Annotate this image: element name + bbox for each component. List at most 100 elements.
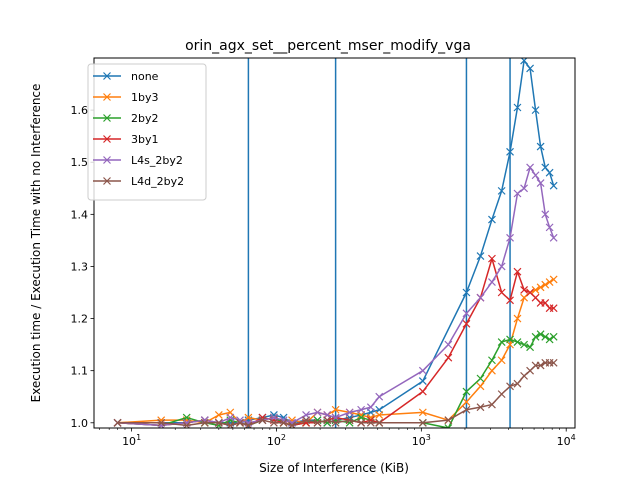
legend-marker <box>103 72 111 80</box>
data-point <box>549 358 558 367</box>
data-point <box>506 335 514 344</box>
legend-marker <box>103 156 111 164</box>
legend-label: 1by3 <box>131 91 159 104</box>
data-point <box>513 314 522 323</box>
legend-item-L4s_2by2: L4s_2by2 <box>93 154 183 167</box>
data-point <box>331 418 340 427</box>
data-point <box>345 408 354 417</box>
data-point <box>476 252 485 260</box>
data-point <box>418 377 427 386</box>
legend-item-none: none <box>93 70 159 83</box>
data-point <box>497 262 506 271</box>
data-point <box>520 184 529 193</box>
y-axis-ticks: 1.0 1.1 1.2 1.3 1.4 1.5 1.6 <box>71 104 94 430</box>
data-point <box>323 416 332 425</box>
data-point <box>536 361 545 370</box>
data-point <box>444 424 453 428</box>
data-point <box>345 416 354 425</box>
data-point <box>157 418 166 427</box>
data-point <box>331 405 340 414</box>
data-point <box>536 283 545 292</box>
data-point <box>541 163 550 172</box>
data-point <box>549 332 558 341</box>
y-tick-label: 1.0 <box>71 417 89 430</box>
data-point <box>462 405 471 414</box>
data-point <box>226 413 235 422</box>
data-point <box>513 379 522 388</box>
data-point <box>488 366 496 375</box>
series-L4d_2by2 <box>113 358 558 428</box>
data-point <box>357 418 366 427</box>
legend-label: none <box>131 70 159 83</box>
data-point <box>497 338 506 346</box>
data-point <box>214 418 223 427</box>
data-point <box>375 418 384 427</box>
data-point <box>549 181 558 190</box>
chart-title: orin_agx_set__percent_mser_modify_vga <box>185 38 471 54</box>
data-point <box>531 106 540 115</box>
data-point <box>366 403 375 412</box>
data-point <box>506 382 514 391</box>
x-axis-label: Size of Interference (KiB) <box>259 461 409 475</box>
data-point <box>506 233 514 242</box>
data-point <box>488 356 496 365</box>
data-point <box>488 400 496 409</box>
y-tick-label: 1.3 <box>71 260 89 273</box>
legend-label: 2by2 <box>131 112 159 125</box>
legend-box <box>87 63 207 201</box>
legend: none 1by3 2by2 3by1 L4s_2by2 L4d_2by2 <box>87 63 207 201</box>
data-point <box>513 267 522 276</box>
data-point <box>444 353 453 362</box>
legend-item-3by1: 3by1 <box>93 133 159 146</box>
data-point <box>476 382 485 391</box>
y-tick-label: 1.1 <box>71 365 89 378</box>
data-point <box>476 374 485 383</box>
data-point <box>279 418 288 427</box>
legend-item-1by3: 1by3 <box>93 91 159 104</box>
data-point <box>526 163 535 172</box>
data-point <box>476 293 485 302</box>
data-point <box>545 335 554 344</box>
data-point <box>418 366 427 375</box>
data-point <box>497 288 506 297</box>
data-point <box>545 278 554 287</box>
data-point <box>200 418 209 427</box>
data-point <box>375 392 384 401</box>
data-point <box>541 299 550 307</box>
data-point <box>513 103 522 112</box>
data-point <box>497 356 506 365</box>
legend-marker <box>103 93 111 101</box>
legend-label: 3by1 <box>131 133 159 146</box>
data-point <box>476 403 485 412</box>
data-point <box>462 387 471 396</box>
series-layer <box>113 58 558 428</box>
data-point <box>549 275 558 284</box>
data-point <box>488 254 496 263</box>
y-axis-label: Execution time / Execution Time with no … <box>29 84 43 403</box>
legend-label: L4d_2by2 <box>131 175 184 188</box>
legend-marker <box>103 135 111 143</box>
plot-frame <box>93 57 576 429</box>
data-point <box>418 387 427 396</box>
data-point <box>549 233 558 242</box>
data-point <box>418 408 427 417</box>
data-point <box>497 186 506 195</box>
data-point <box>520 285 529 294</box>
data-point <box>269 418 278 427</box>
data-point <box>536 179 545 187</box>
data-point <box>236 418 244 427</box>
data-point <box>536 142 545 151</box>
data-point <box>506 296 514 305</box>
vertical-reference-lines <box>247 58 511 428</box>
legend-marker <box>103 114 111 122</box>
data-point <box>357 405 366 414</box>
data-point <box>513 189 522 198</box>
y-tick-label: 1.2 <box>71 313 89 326</box>
data-point <box>536 330 545 339</box>
data-point <box>545 168 554 177</box>
data-point <box>545 223 554 232</box>
data-point <box>462 309 471 318</box>
data-point <box>418 418 427 427</box>
data-point <box>549 304 558 313</box>
